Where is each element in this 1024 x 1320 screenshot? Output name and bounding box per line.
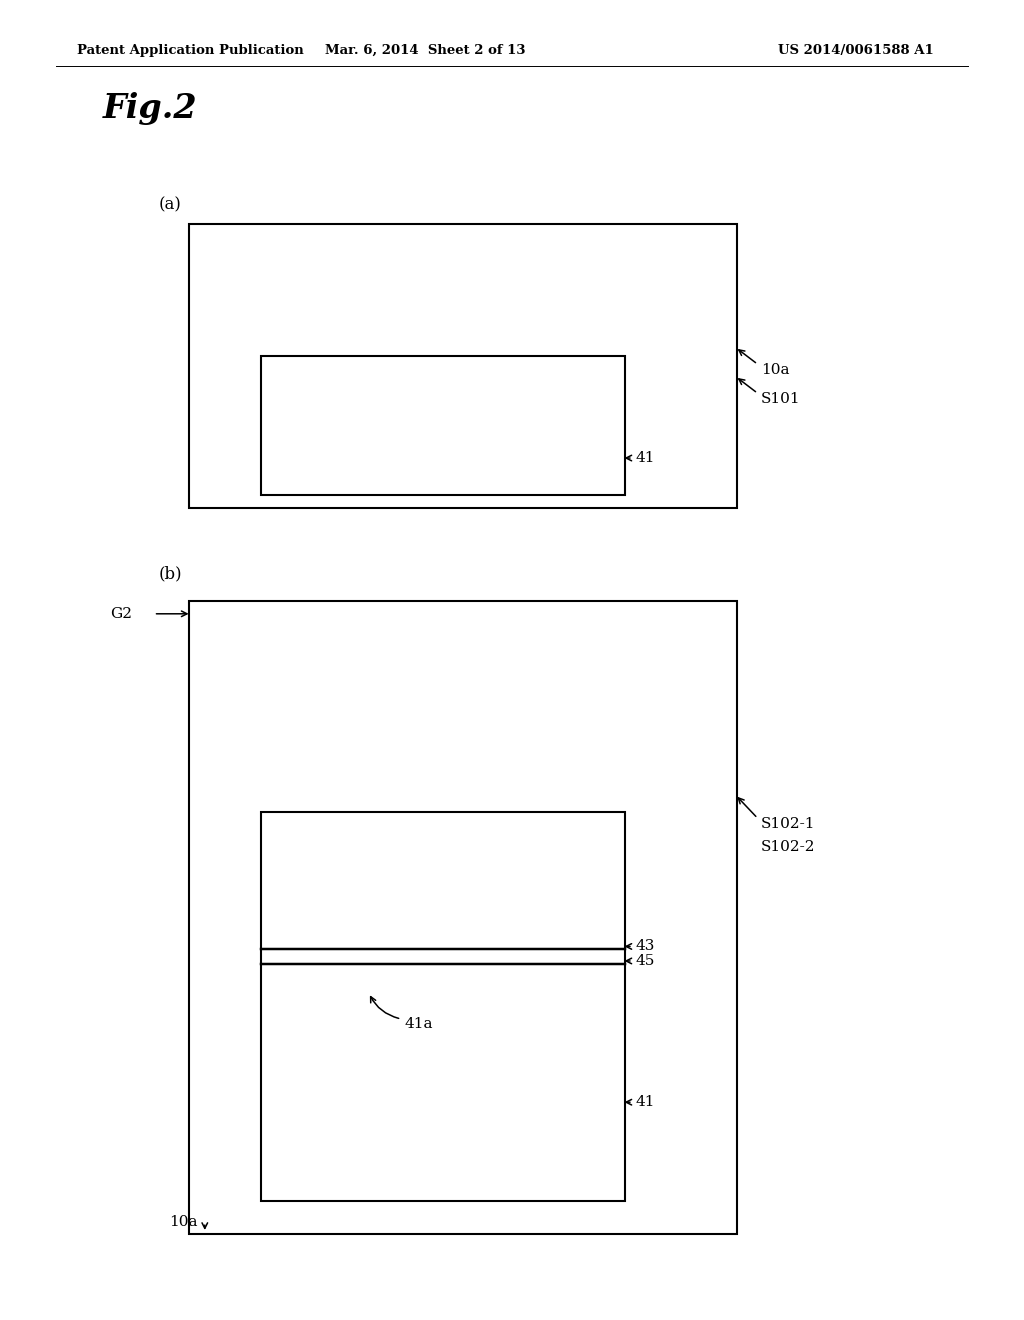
Text: 41a: 41a — [404, 1018, 433, 1031]
Bar — [189, 601, 737, 1234]
Bar — [261, 356, 625, 495]
Text: Fig.2: Fig.2 — [102, 92, 197, 125]
Text: 45: 45 — [636, 954, 655, 968]
Text: S102-1: S102-1 — [761, 817, 815, 830]
Text: US 2014/0061588 A1: US 2014/0061588 A1 — [778, 44, 934, 57]
Text: Mar. 6, 2014  Sheet 2 of 13: Mar. 6, 2014 Sheet 2 of 13 — [325, 44, 525, 57]
Text: 10a: 10a — [761, 363, 790, 376]
Text: (a): (a) — [159, 197, 181, 213]
Text: 10a: 10a — [169, 1216, 198, 1229]
Text: S101: S101 — [761, 392, 801, 405]
Text: 41: 41 — [636, 451, 655, 465]
Text: G2: G2 — [111, 607, 132, 620]
Bar — [189, 224, 737, 508]
Text: S102-2: S102-2 — [761, 841, 815, 854]
Text: Patent Application Publication: Patent Application Publication — [77, 44, 303, 57]
Text: 43: 43 — [636, 940, 655, 953]
Bar — [261, 812, 625, 1201]
Text: 41: 41 — [636, 1096, 655, 1109]
Text: (b): (b) — [159, 566, 182, 582]
